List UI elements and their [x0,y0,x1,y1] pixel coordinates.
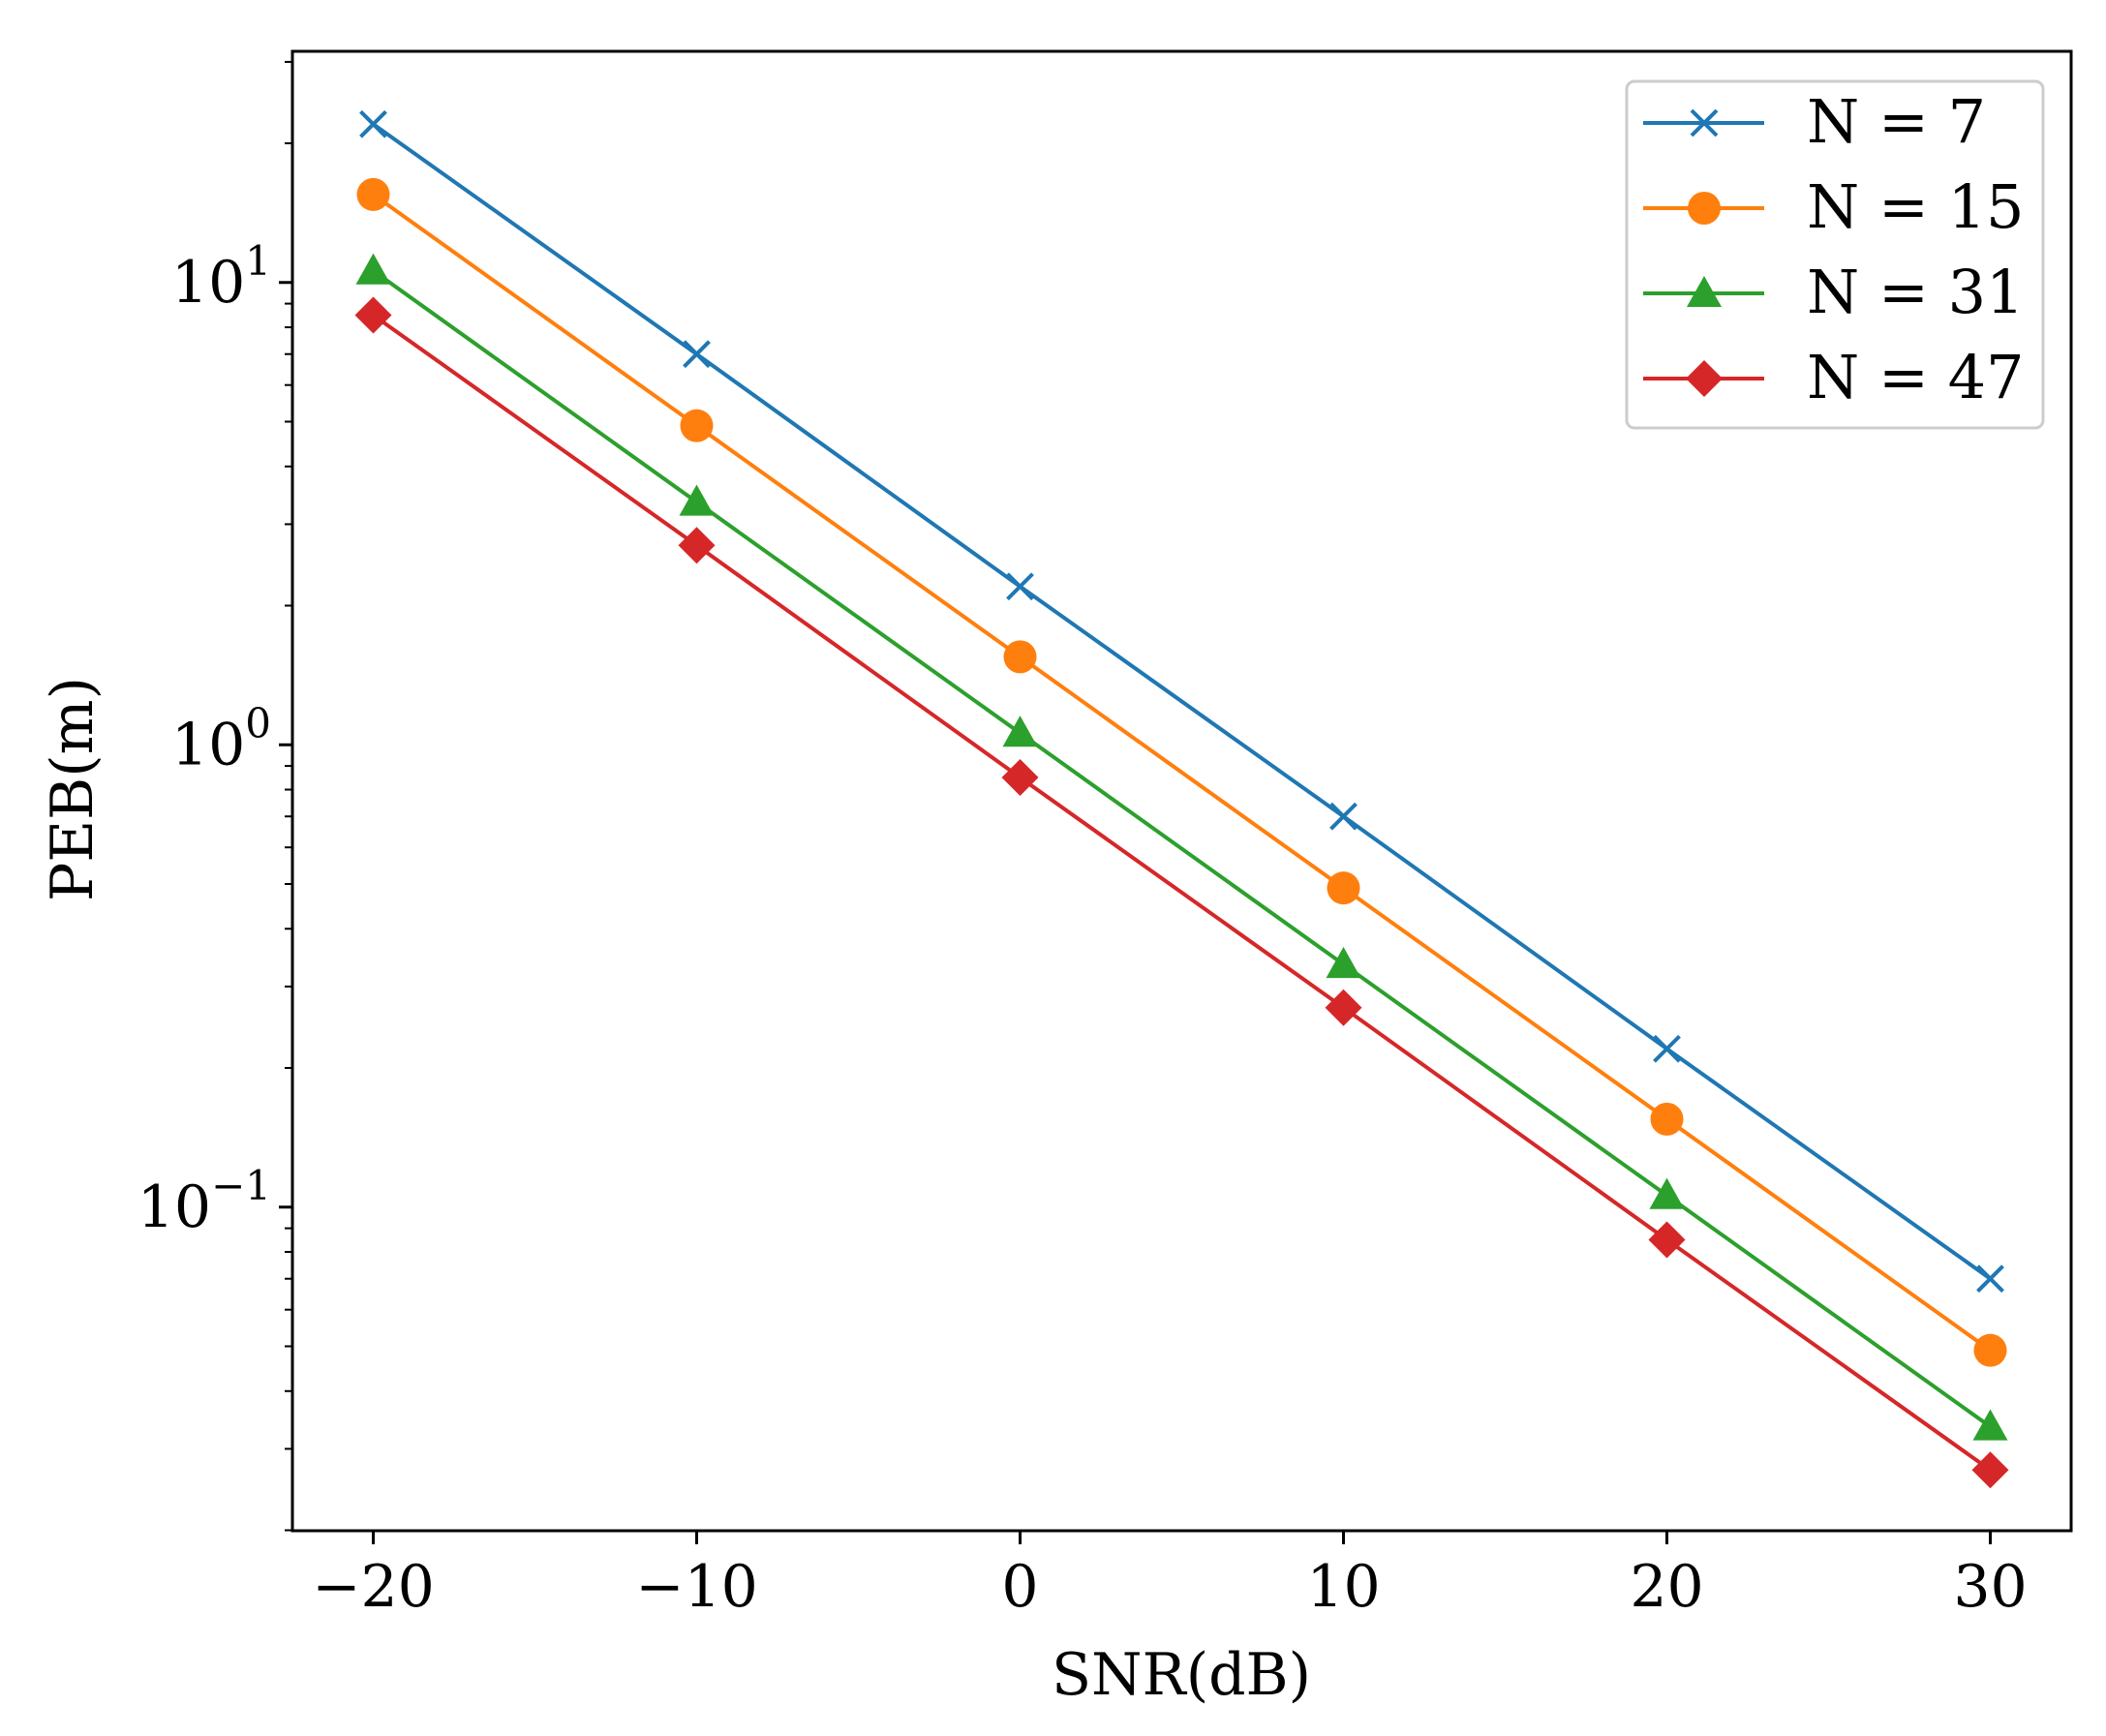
series-n-47 [354,296,2009,1489]
data-point-x-marker [683,340,711,369]
y-tick-exponent: 1 [245,237,271,285]
data-point-diamond-marker [354,296,392,334]
legend-box [1625,79,2045,430]
y-tick-base: 10 [137,1173,211,1241]
legend: N = 7 N = 15 N = 31 N = 47 [1625,79,2045,430]
data-point-diamond-marker [1648,1221,1686,1259]
data-point-circle-marker [1003,640,1037,674]
data-point-diamond-marker [1971,1451,2009,1489]
data-point-triangle-marker [679,484,715,516]
data-point-x-marker [359,109,387,138]
x-tick-label: 30 [1953,1553,2027,1621]
series-n-15 [356,177,2007,1367]
data-point-diamond-marker [678,527,716,564]
legend-item: N = 47 [1643,342,2025,412]
data-point-x-marker [1653,1034,1681,1063]
series-line [372,269,1992,1429]
data-point-triangle-marker [1649,1177,1685,1209]
y-tick-exponent: 0 [245,699,271,746]
data-point-circle-marker [1650,1102,1684,1136]
data-point-x-marker [1690,108,1719,137]
y-tick-exponent: −1 [211,1162,271,1209]
x-tick-label: −10 [635,1553,758,1621]
data-point-x-marker [1329,802,1358,831]
data-point-diamond-marker [1001,758,1039,796]
x-axis: −20 −10 0 10 20 30 [312,1531,2028,1621]
legend-label: N = 47 [1807,342,2025,412]
data-point-x-marker [1976,1264,2004,1294]
data-point-circle-marker [1688,192,1721,225]
data-point-diamond-marker [1686,360,1723,397]
data-point-triangle-marker [1326,947,1361,979]
legend-label: N = 15 [1807,171,2025,242]
y-tick-label: 101 [171,237,271,317]
data-point-triangle-marker [1972,1409,2008,1441]
legend-item: N = 15 [1643,171,2025,242]
data-point-circle-marker [1327,871,1360,905]
data-point-circle-marker [356,177,390,211]
x-tick-label: 0 [1001,1553,1038,1621]
data-point-circle-marker [680,409,714,442]
series-layer [354,109,2009,1489]
data-point-circle-marker [1973,1333,2007,1367]
y-axis-label: PEB(m) [39,677,107,901]
data-point-triangle-marker [1687,276,1722,308]
y-tick-base: 10 [171,249,245,317]
x-tick-label: 10 [1306,1553,1380,1621]
y-tick-base: 10 [171,711,245,778]
series-line [372,313,1992,1472]
x-tick-label: −20 [312,1553,435,1621]
plot-frame [290,49,2073,1533]
series-n-31 [355,253,2008,1441]
legend-label: N = 31 [1807,257,2025,327]
y-tick-label: 100 [171,699,271,778]
legend-label: N = 7 [1807,86,1986,157]
series-n-7 [359,109,2004,1294]
x-axis-label: SNR(dB) [1052,1641,1311,1709]
legend-item: N = 7 [1643,86,1986,157]
x-tick-label: 20 [1630,1553,1703,1621]
series-line [372,122,1992,1281]
y-tick-label: 10−1 [137,1162,271,1241]
data-point-triangle-marker [355,253,391,285]
series-line [372,193,1992,1353]
data-point-diamond-marker [1325,989,1362,1026]
legend-item: N = 31 [1643,257,2025,327]
data-point-triangle-marker [1002,716,1038,747]
data-point-x-marker [1006,572,1034,601]
